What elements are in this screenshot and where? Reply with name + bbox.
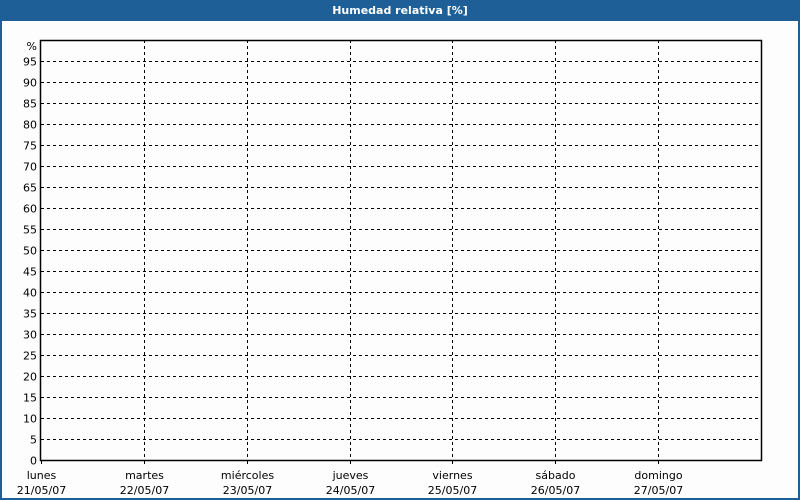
x-tick-day-label: domingo (634, 469, 682, 482)
y-tick-label: 5 (30, 434, 37, 447)
y-tick-label: 90 (23, 77, 37, 90)
x-tick-date-label: 22/05/07 (120, 484, 169, 497)
y-tick-label: 80 (23, 119, 37, 132)
x-tick-day-label: viernes (432, 469, 472, 482)
y-tick-label: 85 (23, 98, 37, 111)
y-tick-label: 55 (23, 224, 37, 237)
y-tick-label: 45 (23, 266, 37, 279)
x-tick-date-label: 27/05/07 (634, 484, 683, 497)
y-tick-label: 50 (23, 245, 37, 258)
x-tick-day-label: miércoles (221, 469, 274, 482)
x-tick-day-label: lunes (27, 469, 57, 482)
y-tick-label: 60 (23, 203, 37, 216)
plot-frame (39, 39, 763, 462)
chart-title: Humedad relativa [%] (0, 0, 800, 21)
x-tick-date-label: 21/05/07 (17, 484, 66, 497)
x-tick-day-label: jueves (332, 469, 369, 482)
x-tick-date-label: 26/05/07 (531, 484, 580, 497)
y-tick-label: 15 (23, 392, 37, 405)
x-tick-day-label: martes (125, 469, 164, 482)
x-tick-date-label: 25/05/07 (428, 484, 477, 497)
y-tick-label: 30 (23, 329, 37, 342)
x-tick-day-label: sábado (536, 469, 576, 482)
x-tick-date-label: 24/05/07 (326, 484, 375, 497)
y-tick-label: 65 (23, 182, 37, 195)
y-tick-label: 0 (30, 455, 37, 468)
y-tick-label: 20 (23, 371, 37, 384)
y-tick-label: 40 (23, 287, 37, 300)
y-tick-label: 10 (23, 413, 37, 426)
y-tick-label: 35 (23, 308, 37, 321)
y-tick-label: 75 (23, 140, 37, 153)
y-axis-unit-label: % (27, 40, 37, 53)
y-tick-label: 95 (23, 56, 37, 69)
y-tick-label: 25 (23, 350, 37, 363)
x-tick-date-label: 23/05/07 (223, 484, 272, 497)
y-tick-label: 70 (23, 161, 37, 174)
